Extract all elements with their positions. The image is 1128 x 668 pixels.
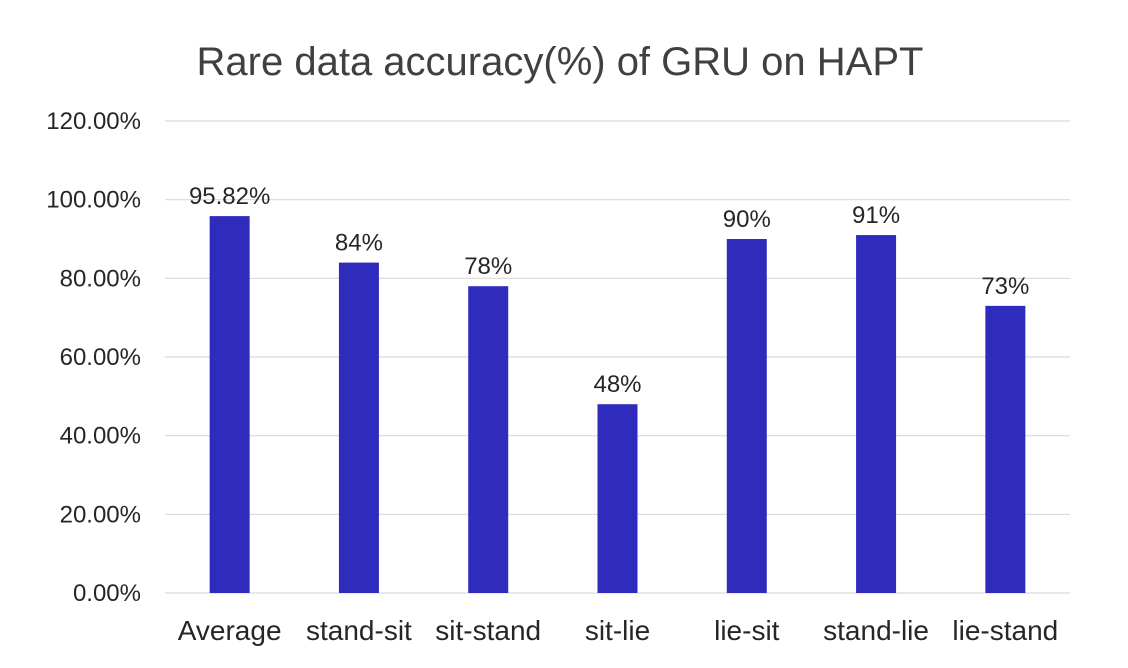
- bar: [726, 239, 767, 593]
- x-category-label: stand-lie: [823, 615, 929, 646]
- x-category-label: sit-lie: [585, 615, 650, 646]
- y-tick-label: 120.00%: [46, 108, 141, 135]
- y-tick-label: 0.00%: [73, 580, 141, 607]
- y-axis-tick-labels: 0.00% 20.00% 40.00% 60.00% 80.00% 100.00% 120.…: [46, 108, 141, 607]
- data-label: 73%: [981, 273, 1029, 300]
- y-tick-label: 60.00%: [60, 344, 141, 371]
- data-label: 90%: [723, 206, 771, 233]
- bar: [597, 404, 638, 593]
- y-tick-label: 100.00%: [46, 187, 141, 214]
- bar: [985, 305, 1026, 593]
- y-tick-label: 20.00%: [60, 501, 141, 528]
- data-label: 78%: [464, 253, 512, 280]
- y-tick-label: 40.00%: [60, 423, 141, 450]
- x-category-label: Average: [178, 615, 282, 646]
- y-tick-label: 80.00%: [60, 265, 141, 292]
- data-label: 48%: [593, 371, 641, 398]
- bar: [209, 216, 250, 593]
- bar: [468, 286, 509, 593]
- data-label: 91%: [852, 202, 900, 229]
- data-label: 84%: [335, 230, 383, 257]
- x-category-label: lie-sit: [714, 615, 780, 646]
- chart-title: Rare data accuracy(%) of GRU on HAPT: [197, 40, 924, 84]
- data-labels: 95.82% 84% 78% 48% 90% 91% 73%: [189, 183, 1029, 398]
- x-category-label: lie-stand: [952, 615, 1058, 646]
- x-category-label: stand-sit: [306, 615, 412, 646]
- data-label: 95.82%: [189, 183, 270, 210]
- x-category-label: sit-stand: [435, 615, 541, 646]
- bars: [209, 216, 1026, 594]
- bar: [338, 262, 379, 593]
- x-axis-category-labels: Average stand-sit sit-stand sit-lie lie-sit s…: [178, 615, 1059, 646]
- bar: [856, 235, 897, 594]
